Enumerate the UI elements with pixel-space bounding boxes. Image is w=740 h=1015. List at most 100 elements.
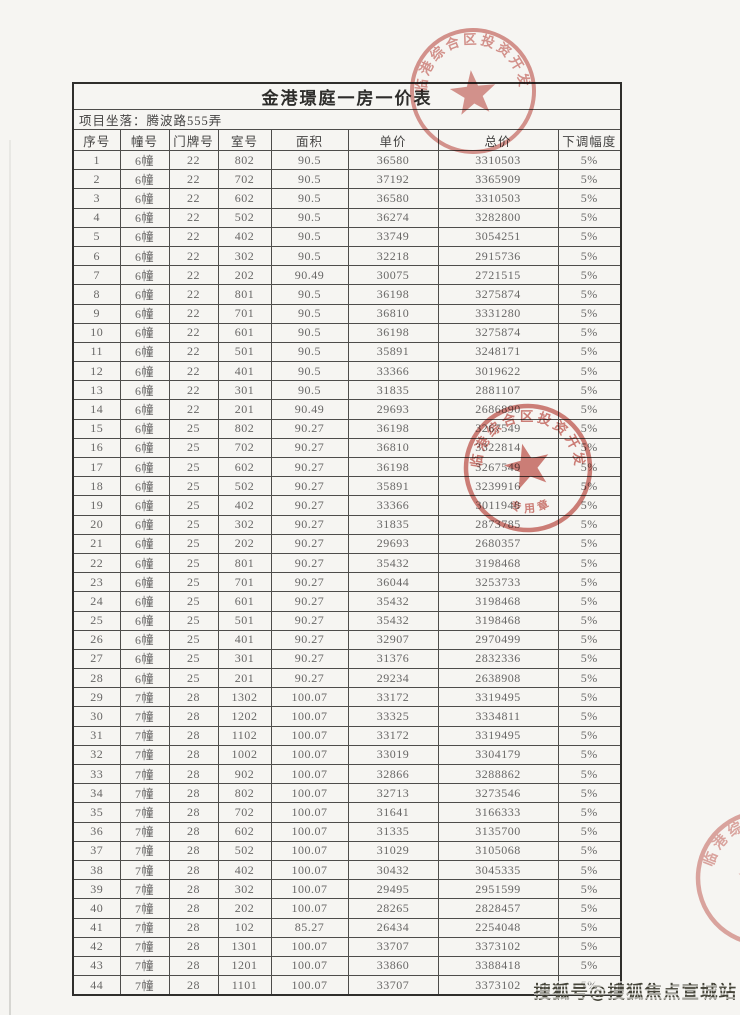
cell: 3388418 [437, 955, 559, 977]
cell: 2 [72, 169, 121, 190]
table-row: 3 6幢 22 602 90.5 36580 3310503 5% [72, 188, 622, 209]
cell: 502 [217, 840, 272, 861]
cell: 29693 [347, 533, 439, 554]
cell: 3 [72, 188, 121, 209]
cell: 17 [72, 456, 121, 478]
cell: 3166333 [437, 802, 559, 823]
cell: 7幢 [119, 936, 170, 957]
cell: 25 [168, 648, 219, 670]
cell: 37192 [347, 169, 439, 190]
cell: 35891 [347, 341, 439, 363]
svg-text:临港综合区投资开发: 临港综合区投资开发 [699, 805, 740, 890]
cell: 6幢 [119, 668, 170, 689]
cell: 8 [72, 284, 121, 305]
cell: 36198 [347, 418, 439, 439]
cell: 13 [72, 380, 121, 401]
table-row: 13 6幢 22 301 90.5 31835 2881107 5% [72, 380, 622, 401]
cell: 5% [557, 533, 622, 554]
cell: 202 [217, 265, 272, 286]
table-row: 21 6幢 25 202 90.27 29693 2680357 5% [72, 533, 622, 554]
cell: 14 [72, 399, 121, 420]
cell: 6幢 [119, 188, 170, 209]
cell: 501 [217, 610, 272, 631]
cell: 43 [72, 955, 121, 977]
cell: 3373102 [437, 975, 559, 996]
table-row: 40 7幢 28 202 100.07 28265 2828457 5% [72, 898, 622, 919]
cell: 6幢 [119, 245, 170, 267]
table-row: 28 6幢 25 201 90.27 29234 2638908 5% [72, 668, 622, 689]
table-row: 37 7幢 28 502 100.07 31029 3105068 5% [72, 840, 622, 861]
cell: 1002 [217, 744, 272, 766]
cell: 100.07 [270, 936, 349, 957]
cell: 3135700 [437, 821, 559, 842]
cell: 2638908 [437, 668, 559, 689]
cell: 5% [557, 955, 622, 977]
cell: 6幢 [119, 265, 170, 286]
table-row: 15 6幢 25 802 90.27 36198 3267549 5% [72, 418, 622, 439]
cell: 90.27 [270, 533, 349, 554]
cell: 90.27 [270, 629, 349, 650]
table-row: 18 6幢 25 502 90.27 35891 3239916 5% [72, 476, 622, 497]
cell: 1301 [217, 936, 272, 957]
cell: 3239916 [437, 476, 559, 497]
cell: 2686890 [437, 399, 559, 420]
cell: 39 [72, 879, 121, 900]
cell: 30432 [347, 859, 439, 881]
cell: 5 [72, 226, 121, 247]
cell: 31641 [347, 802, 439, 823]
cell: 7幢 [119, 802, 170, 823]
cell: 28 [168, 783, 219, 804]
cell: 90.27 [270, 648, 349, 670]
cell: 3275874 [437, 284, 559, 305]
cell: 6 [72, 245, 121, 267]
cell: 5% [557, 917, 622, 938]
cell: 30075 [347, 265, 439, 286]
cell: 25 [72, 610, 121, 631]
cell: 202 [217, 898, 272, 919]
cell: 36198 [347, 284, 439, 305]
cell: 5% [557, 149, 622, 171]
cell: 33325 [347, 706, 439, 727]
cell: 25 [168, 668, 219, 689]
table-row: 14 6幢 22 201 90.49 29693 2686890 5% [72, 399, 622, 420]
cell: 2721515 [437, 265, 559, 286]
stamp-ring [695, 809, 740, 947]
cell: 5% [557, 361, 622, 382]
cell: 29495 [347, 879, 439, 900]
cell: 202 [217, 533, 272, 554]
cell: 5% [557, 648, 622, 670]
cell: 5% [557, 495, 622, 516]
cell: 90.49 [270, 399, 349, 420]
cell: 31835 [347, 514, 439, 535]
cell: 29 [72, 687, 121, 708]
table-row: 2 6幢 22 702 90.5 37192 3365909 5% [72, 169, 622, 190]
cell: 6幢 [119, 149, 170, 171]
cell: 90.27 [270, 668, 349, 689]
cell: 302 [217, 514, 272, 535]
cell: 3275874 [437, 322, 559, 343]
table-row: 25 6幢 25 501 90.27 35432 3198468 5% [72, 610, 622, 631]
table-header-row: 序号 幢号 门牌号 室号 面积 单价 总价 下调幅度 [72, 129, 622, 151]
table-row: 34 7幢 28 802 100.07 32713 3273546 5% [72, 783, 622, 804]
cell: 7幢 [119, 975, 170, 996]
cell: 33707 [347, 975, 439, 996]
cell: 5% [557, 380, 622, 401]
column-header: 单价 [347, 129, 439, 151]
cell: 33366 [347, 361, 439, 382]
cell: 6幢 [119, 591, 170, 612]
cell: 5% [557, 725, 622, 746]
cell: 6幢 [119, 380, 170, 401]
cell: 31335 [347, 821, 439, 842]
cell: 3282800 [437, 207, 559, 228]
column-header: 门牌号 [168, 129, 219, 151]
cell: 22 [168, 226, 219, 247]
cell: 3319495 [437, 687, 559, 708]
table-row: 6 6幢 22 302 90.5 32218 2915736 5% [72, 245, 622, 267]
cell: 6幢 [119, 207, 170, 228]
cell: 502 [217, 207, 272, 228]
cell: 5% [557, 687, 622, 708]
cell: 7幢 [119, 859, 170, 881]
cell: 7幢 [119, 955, 170, 977]
cell: 1102 [217, 725, 272, 746]
cell: 7幢 [119, 783, 170, 804]
